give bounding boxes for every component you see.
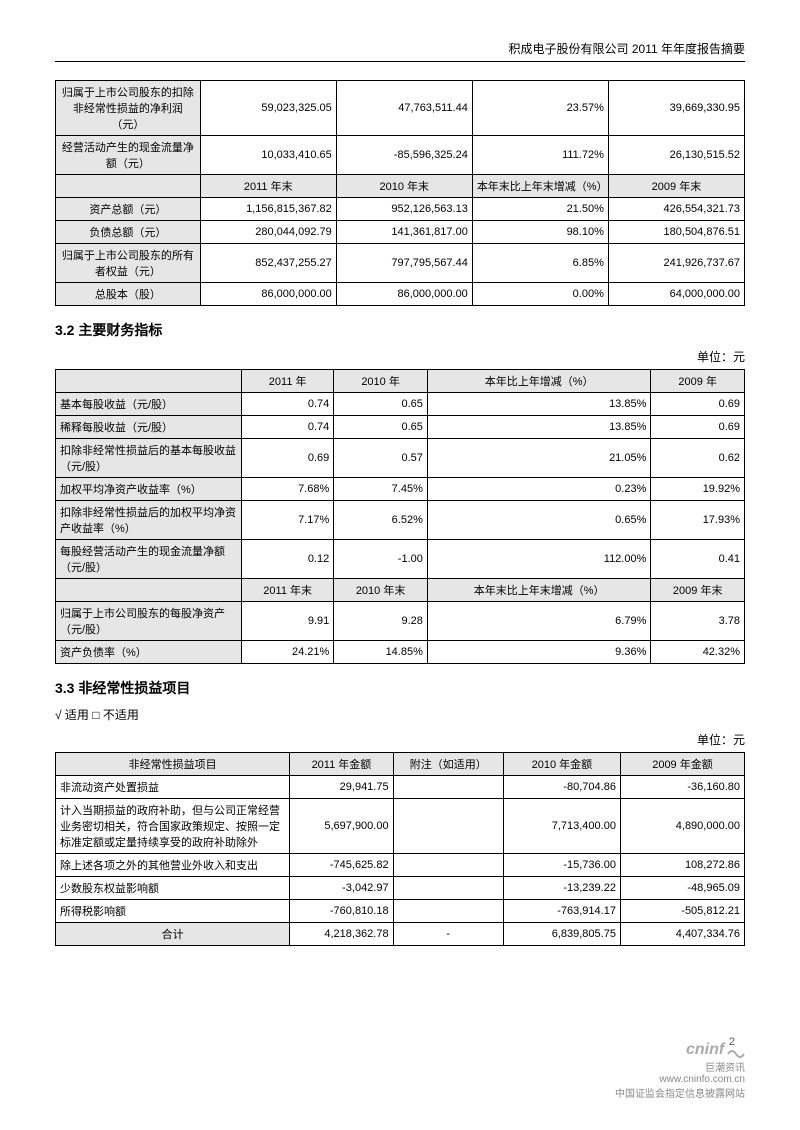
table-header-row: 2011 年末2010 年末本年末比上年末增减（%）2009 年末 <box>56 175 745 198</box>
table-row: 资产总额（元）1,156,815,367.82952,126,563.1321.… <box>56 198 745 221</box>
table-row: 总股本（股）86,000,000.0086,000,000.000.00%64,… <box>56 283 745 306</box>
financial-indicators-table: 2011 年2010 年本年比上年增减（%）2009 年 基本每股收益（元/股）… <box>55 369 745 664</box>
table-header-row: 2011 年末2010 年末本年末比上年末增减（%）2009 年末 <box>56 579 745 602</box>
table-total-row: 合计4,218,362.78-6,839,805.754,407,334.76 <box>56 923 745 946</box>
table-row: 除上述各项之外的其他营业外收入和支出-745,625.82-15,736.001… <box>56 854 745 877</box>
table-row: 基本每股收益（元/股）0.740.6513.85%0.69 <box>56 393 745 416</box>
page-footer: 2 cninf 巨潮资讯 www.cninfo.com.cn 中国证监会指定信息… <box>615 1041 745 1100</box>
page-header: 积成电子股份有限公司 2011 年年度报告摘要 <box>55 40 745 62</box>
table-row: 经营活动产生的现金流量净额（元）10,033,410.65-85,596,325… <box>56 136 745 175</box>
section-3-2-title: 3.2 主要财务指标 <box>55 320 745 340</box>
table-row: 归属于上市公司股东的扣除非经常性损益的净利润（元）59,023,325.0547… <box>56 81 745 136</box>
table-row: 所得税影响额-760,810.18-763,914.17-505,812.21 <box>56 900 745 923</box>
table-row: 稀释每股收益（元/股）0.740.6513.85%0.69 <box>56 416 745 439</box>
table-header-row: 非经常性损益项目2011 年金额附注（如适用）2010 年金额2009 年金额 <box>56 753 745 776</box>
page-number: 2 <box>729 1036 735 1048</box>
cninfo-logo-icon: cninf <box>686 1041 724 1058</box>
non-recurring-items-table: 非经常性损益项目2011 年金额附注（如适用）2010 年金额2009 年金额 … <box>55 752 745 946</box>
table-row: 归属于上市公司股东的所有者权益（元）852,437,255.27797,795,… <box>56 244 745 283</box>
footer-brand: 巨潮资讯 <box>705 1063 745 1074</box>
footer-subtitle: 中国证监会指定信息披露网站 <box>615 1089 745 1100</box>
footer-url: www.cninfo.com.cn <box>659 1074 745 1085</box>
table-row: 少数股东权益影响额-3,042.97-13,239.22-48,965.09 <box>56 877 745 900</box>
table-row: 计入当期损益的政府补助，但与公司正常经营业务密切相关，符合国家政策规定、按照一定… <box>56 799 745 854</box>
table-row: 扣除非经常性损益后的基本每股收益（元/股）0.690.5721.05%0.62 <box>56 439 745 478</box>
table-row: 扣除非经常性损益后的加权平均净资产收益率（%）7.17%6.52%0.65%17… <box>56 501 745 540</box>
table-row: 负债总额（元）280,044,092.79141,361,817.0098.10… <box>56 221 745 244</box>
unit-label: 单位：元 <box>55 731 745 748</box>
unit-label: 单位：元 <box>55 348 745 365</box>
table-row: 每股经营活动产生的现金流量净额（元/股）0.12-1.00112.00%0.41 <box>56 540 745 579</box>
section-3-3-title: 3.3 非经常性损益项目 <box>55 678 745 698</box>
applicable-text: √ 适用 □ 不适用 <box>55 706 745 723</box>
financial-table-1: 归属于上市公司股东的扣除非经常性损益的净利润（元）59,023,325.0547… <box>55 80 745 306</box>
table-row: 加权平均净资产收益率（%）7.68%7.45%0.23%19.92% <box>56 478 745 501</box>
table-header-row: 2011 年2010 年本年比上年增减（%）2009 年 <box>56 370 745 393</box>
table-row: 非流动资产处置损益29,941.75-80,704.86-36,160.80 <box>56 776 745 799</box>
table-row: 归属于上市公司股东的每股净资产（元/股）9.919.286.79%3.78 <box>56 602 745 641</box>
table-row: 资产负债率（%）24.21%14.85%9.36%42.32% <box>56 641 745 664</box>
